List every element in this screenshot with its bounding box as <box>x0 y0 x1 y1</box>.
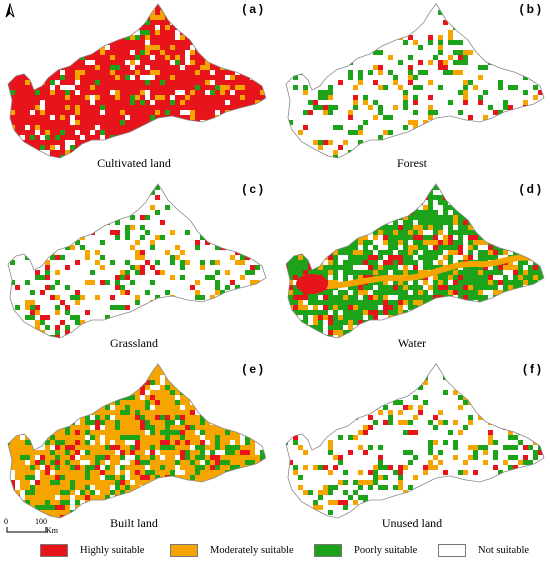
panel-label-d: (d) <box>519 182 544 196</box>
legend-label-poorly: Poorly suitable <box>354 545 418 556</box>
legend-label-not: Not suitable <box>478 545 530 556</box>
scale-bar-line <box>6 527 47 533</box>
panel-title-c: Grassland <box>110 336 158 350</box>
map-panel-c: (c) Grassland <box>0 180 268 355</box>
legend-label-moderately: Moderately suitable <box>210 545 294 556</box>
legend-swatch-highly <box>40 544 68 557</box>
suitability-raster <box>8 4 266 158</box>
legend-label-highly: Highly suitable <box>80 545 145 556</box>
scale-label-end: 100 <box>35 517 47 526</box>
panel-label-f: (f) <box>523 362 544 376</box>
map-panel-b: (b) Forest <box>278 0 546 175</box>
map-e <box>7 363 267 519</box>
region-outline <box>7 3 267 159</box>
map-f <box>285 363 545 519</box>
panel-title-e: Built land <box>110 516 158 530</box>
map-c <box>7 183 267 339</box>
suitability-raster <box>286 184 544 338</box>
legend-item-not: Not suitable <box>438 544 529 557</box>
region-outline <box>7 363 267 519</box>
scale-unit: Km <box>46 526 58 535</box>
region-outline <box>7 183 267 339</box>
map-panel-f: (f) Unused land <box>278 360 546 535</box>
scale-label-start: 0 <box>4 517 8 526</box>
region-outline <box>285 363 545 519</box>
panel-label-e: (e) <box>242 362 266 376</box>
panel-label-a: (a) <box>242 2 266 16</box>
legend: Highly suitable Moderately suitable Poor… <box>0 544 550 566</box>
map-panel-d: (d) Water <box>278 180 546 355</box>
suitability-raster <box>8 364 266 518</box>
legend-item-highly: Highly suitable <box>40 544 144 557</box>
panel-title-a: Cultivated land <box>97 156 171 170</box>
legend-swatch-poorly <box>314 544 342 557</box>
north-arrow-icon <box>5 3 15 18</box>
map-b <box>285 3 545 159</box>
suitability-raster <box>286 4 544 158</box>
suitability-raster <box>8 184 266 338</box>
legend-item-poorly: Poorly suitable <box>314 544 417 557</box>
panel-title-d: Water <box>397 336 427 350</box>
panel-title-f: Unused land <box>381 516 443 530</box>
region-outline <box>285 3 545 159</box>
map-panel-e: (e) Built land <box>0 360 268 535</box>
legend-swatch-not <box>438 544 466 557</box>
map-a <box>7 3 267 159</box>
panel-label-b: (b) <box>519 2 544 16</box>
region-outline <box>285 183 545 339</box>
water-highly-area <box>296 274 328 294</box>
map-panel-a: (a) Cultivated land <box>0 0 268 175</box>
suitability-raster <box>286 364 544 518</box>
panel-label-c: (c) <box>242 182 266 196</box>
map-d <box>285 183 545 339</box>
legend-item-moderately: Moderately suitable <box>170 544 294 557</box>
river-band <box>297 254 542 290</box>
legend-swatch-moderately <box>170 544 198 557</box>
panel-title-b: Forest <box>397 156 427 170</box>
